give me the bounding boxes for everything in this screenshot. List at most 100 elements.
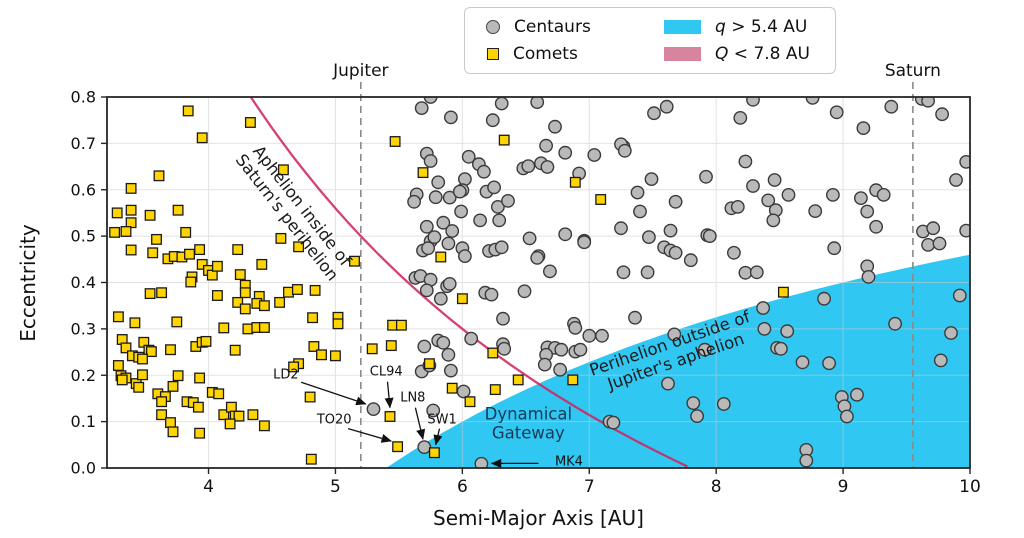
comet-point	[435, 251, 447, 263]
x-tick-label: 10	[959, 477, 981, 497]
comet-point	[109, 226, 121, 238]
comet-point	[307, 312, 319, 324]
centaur-point	[799, 453, 814, 468]
centaur-point	[952, 288, 967, 303]
centaur-point	[573, 342, 588, 357]
comet-point	[145, 346, 157, 358]
centaur-point	[795, 355, 810, 370]
centaur-point	[441, 347, 456, 362]
comet-point	[385, 340, 397, 352]
comet-point	[595, 194, 607, 205]
centaur-point	[644, 172, 659, 187]
comet-point	[489, 384, 501, 396]
centaur-point	[766, 213, 781, 228]
centaur-point	[959, 155, 970, 169]
centaur-point	[452, 184, 467, 199]
centaur-marker-icon	[486, 20, 500, 34]
centaur-point	[554, 342, 569, 357]
comet-point	[172, 370, 184, 382]
centaur-point	[959, 223, 970, 238]
comet-point	[275, 232, 287, 244]
comet-point	[194, 244, 206, 256]
comet-point	[456, 293, 468, 305]
centaur-point	[716, 397, 731, 411]
centaur-point	[582, 328, 597, 343]
centaur-point	[856, 121, 871, 136]
annotation-arrow-sw1	[433, 428, 443, 446]
centaur-point	[935, 107, 949, 122]
comet-point	[111, 207, 123, 219]
comet-point	[172, 204, 184, 216]
comets-series	[109, 105, 789, 465]
comet-point	[200, 335, 212, 347]
centaur-point	[577, 235, 592, 250]
centaur-point	[756, 301, 770, 315]
comet-point	[184, 248, 195, 260]
x-tick-label: 4	[203, 477, 214, 497]
centaur-point	[426, 403, 441, 418]
centaur-point	[642, 230, 656, 245]
centaur-point	[757, 321, 772, 336]
centaur-point	[553, 362, 567, 377]
centaur-point	[490, 199, 505, 214]
comet-point	[389, 136, 401, 147]
centaur-point	[686, 396, 701, 410]
centaur-point	[521, 159, 536, 174]
legend-item-comets: Comets	[483, 44, 638, 64]
centaur-point	[419, 219, 434, 234]
centaur-point	[746, 179, 760, 193]
centaur-point	[746, 97, 760, 107]
centaur-point	[543, 264, 557, 279]
centaurs-series	[366, 97, 970, 468]
comet-point	[185, 276, 197, 288]
comet-point	[349, 255, 360, 267]
q-region-patch-icon	[664, 20, 701, 34]
centaur-point	[421, 241, 435, 256]
annotation-mk4: MK4	[554, 454, 583, 470]
legend: Centaurs Comets q > 5.4 AU Q < 7.8 AU	[464, 7, 836, 74]
centaur-point	[659, 99, 674, 114]
comet-point	[224, 418, 236, 430]
centaur-point	[702, 229, 717, 244]
legend-column-markers: Centaurs Comets	[483, 17, 638, 64]
comet-point	[156, 287, 168, 299]
comet-point	[308, 341, 320, 352]
centaur-point	[667, 327, 682, 342]
centaur-point	[921, 237, 935, 252]
centaur-point	[738, 265, 753, 280]
comet-point	[304, 391, 316, 403]
annotation-arrow-cl94	[384, 381, 394, 409]
x-tick-label: 5	[330, 477, 341, 497]
annotation-arrow-ln8	[414, 407, 426, 440]
centaur-point	[540, 160, 555, 174]
centaur-point	[457, 249, 472, 264]
comet-point	[392, 441, 404, 453]
comet-point	[395, 319, 407, 331]
centaur-point	[829, 105, 844, 120]
comet-point	[258, 420, 270, 432]
comet-point	[446, 382, 458, 394]
q-region-fill	[386, 254, 970, 468]
comet-point	[144, 209, 156, 221]
comet-point	[120, 342, 132, 354]
centaur-point	[496, 311, 510, 326]
comet-point	[239, 287, 251, 299]
x-tick-label: 7	[584, 477, 595, 497]
legend-column-regions: q > 5.4 AU Q < 7.8 AU	[664, 17, 819, 64]
centaur-point	[727, 245, 741, 260]
centaur-point	[876, 187, 891, 202]
comet-point	[258, 300, 270, 312]
centaur-point	[473, 213, 487, 228]
centaur-point	[442, 190, 457, 205]
comet-point	[167, 380, 179, 392]
centaur-point	[932, 236, 947, 251]
annotation-arrow-ld2	[300, 381, 367, 406]
comet-marker-icon	[487, 48, 499, 60]
comet-point	[129, 317, 141, 329]
centaur-point	[884, 99, 899, 114]
centaur-point	[840, 409, 854, 424]
centaur-point	[492, 213, 507, 228]
jupiter-label: Jupiter	[333, 61, 389, 81]
